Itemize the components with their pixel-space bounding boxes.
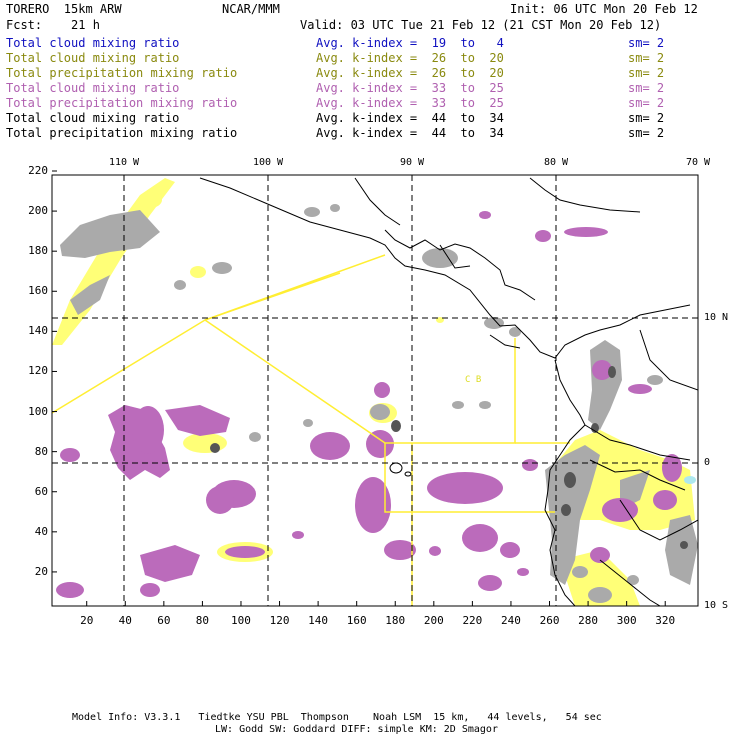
legend-smoothing: sm= 2 <box>628 66 665 80</box>
bottom-tick-label: 160 <box>346 614 367 627</box>
bottom-tick-label: 100 <box>231 614 251 627</box>
legend-field: Total precipitation mixing ratio <box>6 96 238 110</box>
legend-kindex: Avg. k-index = 26 to 20 <box>316 66 504 80</box>
left-tick-label: 180 <box>28 244 48 258</box>
latitude-label: 10 N <box>704 312 729 323</box>
bottom-tick-label: 60 <box>157 614 171 627</box>
left-tick-label: 100 <box>28 404 48 418</box>
bottom-tick-label: 20 <box>80 614 94 627</box>
init-time: Init: 06 UTC Mon 20 Feb 12 <box>510 2 698 16</box>
longitude-label: 80 W <box>543 157 569 168</box>
bottom-tick-label: 240 <box>501 614 521 627</box>
left-tick-label: 20 <box>34 564 48 578</box>
legend-smoothing: sm= 2 <box>628 81 665 95</box>
footer-model-info: Model Info: V3.3.1 Tiedtke YSU PBL Thomp… <box>72 712 602 723</box>
legend-kindex: Avg. k-index = 33 to 25 <box>316 96 504 110</box>
field-layer <box>52 175 698 606</box>
bottom-tick-label: 220 <box>462 614 483 627</box>
coastlines <box>199 177 698 606</box>
longitude-label: 70 W <box>685 157 711 168</box>
annotation-text: C B <box>465 375 481 385</box>
legend-smoothing: sm= 2 <box>628 126 665 140</box>
legend-smoothing: sm= 2 <box>628 51 665 65</box>
grid-lines <box>52 175 698 606</box>
left-tick-label: 220 <box>28 163 48 177</box>
bottom-tick-label: 180 <box>385 614 406 627</box>
left-tick-label: 160 <box>28 284 48 298</box>
legend-kindex: Avg. k-index = 33 to 25 <box>316 81 504 95</box>
dark-cores <box>210 366 688 549</box>
footer-physics: LW: Godd SW: Goddard DIFF: simple KM: 2D… <box>215 724 498 735</box>
legend-smoothing: sm= 2 <box>628 96 665 110</box>
purple-shading <box>56 211 682 598</box>
left-tick-label: 40 <box>34 524 48 538</box>
legend-smoothing: sm= 2 <box>628 111 665 125</box>
bottom-tick-label: 80 <box>195 614 210 627</box>
longitude-label: 90 W <box>399 157 425 168</box>
left-tick-label: 60 <box>34 484 48 498</box>
longitude-label: 100 W <box>252 157 284 168</box>
bottom-tick-label: 40 <box>118 614 132 627</box>
left-tick-label: 140 <box>28 324 48 338</box>
left-tick-label: 80 <box>34 444 48 458</box>
latitude-label: 10 S <box>704 600 729 611</box>
bottom-tick-label: 260 <box>539 614 560 627</box>
bottom-tick-label: 280 <box>578 614 599 627</box>
legend-field: Total cloud mixing ratio <box>6 51 180 65</box>
latitude-label: 0 <box>704 457 711 468</box>
legend-kindex: Avg. k-index = 26 to 20 <box>316 51 504 65</box>
legend-kindex: Avg. k-index = 44 to 34 <box>316 111 504 125</box>
legend-kindex: Avg. k-index = 44 to 34 <box>316 126 504 140</box>
legend-field: Total precipitation mixing ratio <box>6 126 238 140</box>
bottom-tick-label: 120 <box>269 614 290 627</box>
valid-time: Valid: 03 UTC Tue 21 Feb 12 (21 CST Mon … <box>300 18 662 32</box>
axis-ticks <box>52 170 666 606</box>
map-frame <box>51 174 699 607</box>
left-tick-label: 120 <box>28 364 48 378</box>
bottom-tick-label: 320 <box>655 614 676 627</box>
longitude-label: 110 W <box>108 157 140 168</box>
org-label: NCAR/MMM <box>222 2 280 16</box>
bottom-tick-label: 140 <box>308 614 329 627</box>
left-tick-label: 200 <box>28 204 48 218</box>
legend-field: Total cloud mixing ratio <box>6 111 180 125</box>
bottom-tick-label: 200 <box>423 614 444 627</box>
bottom-tick-label: 300 <box>616 614 637 627</box>
legend-field: Total cloud mixing ratio <box>6 36 180 50</box>
model-title: TORERO 15km ARW <box>6 2 122 16</box>
legend-field: Total precipitation mixing ratio <box>6 66 238 80</box>
legend-smoothing: sm= 2 <box>628 36 665 50</box>
legend-kindex: Avg. k-index = 19 to 4 <box>316 36 504 50</box>
forecast-hour: Fcst: 21 h <box>6 18 100 32</box>
legend-field: Total cloud mixing ratio <box>6 81 180 95</box>
